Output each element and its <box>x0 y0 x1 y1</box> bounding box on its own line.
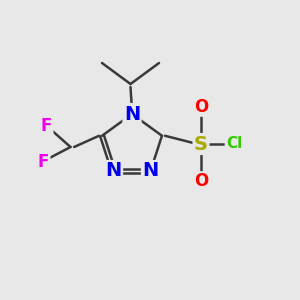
Text: F: F <box>41 117 52 135</box>
Text: N: N <box>124 104 140 124</box>
Text: Cl: Cl <box>226 136 242 152</box>
Text: S: S <box>194 134 208 154</box>
Text: O: O <box>194 98 208 116</box>
Text: N: N <box>105 161 122 181</box>
Text: N: N <box>142 161 159 181</box>
Text: O: O <box>194 172 208 190</box>
Text: F: F <box>38 153 49 171</box>
